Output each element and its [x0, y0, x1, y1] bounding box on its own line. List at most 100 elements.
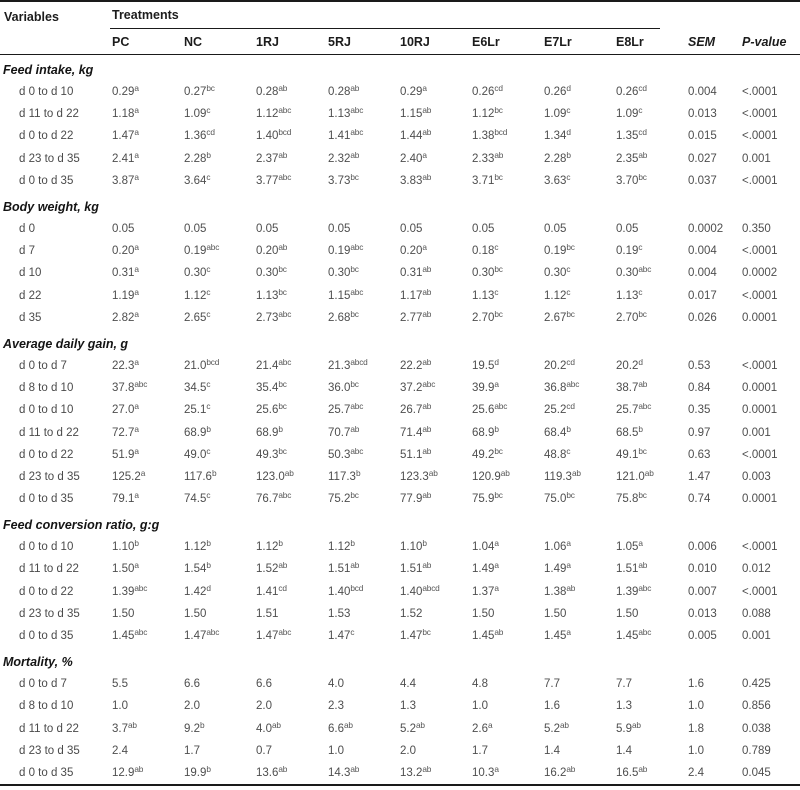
data-cell: 3.83ab — [400, 171, 432, 187]
data-cell: 21.0bcd — [184, 356, 220, 372]
data-cell: 1.12b — [328, 538, 355, 554]
significance-superscript: bc — [566, 308, 575, 319]
significance-superscript: abc — [350, 445, 364, 456]
data-cell: 0.015 — [688, 130, 717, 143]
data-cell: 1.12c — [544, 286, 571, 302]
significance-superscript: a — [134, 308, 139, 319]
significance-superscript: abc — [278, 490, 292, 501]
table-row: d 23 to d 35 2.4 1.7 0.7 1.0 2.0 1.7 1.4 1.4 1.0 0… — [0, 740, 800, 762]
significance-superscript: abc — [206, 242, 220, 253]
data-cell: 3.73bc — [328, 171, 359, 187]
significance-superscript: b — [206, 538, 211, 549]
data-cell: 1.34d — [544, 127, 571, 143]
row-label: d 23 to d 35 — [19, 744, 80, 757]
data-cell: 2.70bc — [472, 308, 503, 324]
data-cell: 0.026 — [688, 311, 717, 324]
significance-superscript: c — [206, 171, 211, 182]
data-cell: 12.9ab — [112, 763, 144, 779]
significance-superscript: a — [422, 242, 427, 253]
row-label: d 0 to d 10 — [19, 86, 74, 99]
significance-superscript: ab — [422, 763, 432, 774]
data-cell: 1.7 — [184, 744, 200, 757]
significance-superscript: cd — [566, 401, 575, 412]
data-cell: 25.7abc — [616, 401, 652, 417]
data-cell: 1.51ab — [328, 560, 360, 576]
data-cell: 0.31a — [112, 264, 139, 280]
significance-superscript: bc — [350, 379, 359, 390]
table-row: d 22 1.19a 1.12c 1.13bc 1.15abc 1.17ab 1.13c 1.… — [0, 285, 800, 307]
significance-superscript: b — [200, 719, 205, 730]
data-cell: 0.05 — [112, 223, 135, 236]
data-cell: 1.13c — [472, 286, 499, 302]
significance-superscript: b — [638, 423, 643, 434]
significance-superscript: bc — [638, 308, 647, 319]
data-cell: 1.51ab — [400, 560, 432, 576]
data-cell: 0.05 — [328, 223, 351, 236]
data-cell: 0.856 — [742, 700, 771, 713]
data-cell: 49.0c — [184, 445, 211, 461]
significance-superscript: ab — [128, 719, 137, 730]
significance-superscript: c — [206, 401, 211, 412]
significance-superscript: bc — [638, 490, 647, 501]
significance-superscript: bc — [638, 171, 647, 182]
data-cell: 1.12b — [256, 538, 283, 554]
data-cell: 16.5ab — [616, 763, 648, 779]
data-cell: 0.63 — [688, 448, 711, 461]
table-row: d 0 to d 10 0.29a 0.27bc 0.28ab 0.28ab 0.29a 0… — [0, 81, 800, 103]
data-cell: 1.47abc — [184, 627, 220, 643]
data-cell: 1.39abc — [616, 582, 652, 598]
data-cell: 0.29a — [400, 83, 427, 99]
section-header: Feed intake, kg — [3, 63, 94, 77]
significance-superscript: c — [494, 286, 499, 297]
significance-superscript: abc — [206, 627, 220, 638]
table-row: d 8 to d 10 37.8abc 34.5c 35.4bc 36.0bc 37.2a… — [0, 377, 800, 399]
data-cell: 38.7ab — [616, 379, 648, 395]
data-cell: 1.6 — [688, 678, 704, 691]
significance-superscript: a — [134, 560, 139, 571]
data-cell: 1.09c — [616, 105, 643, 121]
table-row: d 0 to d 7 5.5 6.6 6.6 4.0 4.4 4.8 7.7 7.7 1.6 0.4… — [0, 673, 800, 695]
data-cell: 2.32ab — [328, 149, 360, 165]
significance-superscript: ab — [350, 83, 360, 94]
significance-superscript: a — [422, 83, 427, 94]
row-label: d 0 to d 35 — [19, 174, 74, 187]
significance-superscript: abc — [134, 627, 148, 638]
data-cell: 0.26cd — [616, 83, 647, 99]
significance-superscript: abc — [350, 242, 364, 253]
data-cell: 0.35 — [688, 404, 711, 417]
data-cell: 1.45abc — [112, 627, 148, 643]
data-cell: 0.789 — [742, 744, 771, 757]
table-row: d 0 to d 10 1.10b 1.12b 1.12b 1.12b 1.10b 1.04… — [0, 536, 800, 558]
row-label: d 0 to d 22 — [19, 130, 74, 143]
data-cell: 25.2cd — [544, 401, 575, 417]
section-header: Mortality, % — [3, 655, 73, 670]
data-cell: 1.45abc — [616, 627, 652, 643]
data-cell: 79.1a — [112, 490, 139, 506]
significance-superscript: ab — [566, 582, 576, 593]
row-label: d 11 to d 22 — [19, 108, 79, 121]
table-row: d 11 to d 22 72.7a 68.9b 68.9b 70.7ab 71.4ab 6… — [0, 421, 800, 443]
data-cell: 14.3ab — [328, 763, 360, 779]
data-cell: 2.70bc — [616, 308, 647, 324]
data-cell: 51.1ab — [400, 445, 432, 461]
significance-superscript: ab — [494, 627, 504, 638]
data-cell: 26.7ab — [400, 401, 432, 417]
data-cell: 1.05a — [616, 538, 643, 554]
significance-superscript: abc — [494, 401, 508, 412]
column-header-1rj: 1RJ — [256, 34, 279, 49]
significance-superscript: c — [638, 105, 643, 116]
data-cell: 1.19a — [112, 286, 139, 302]
data-cell: 1.51ab — [616, 560, 648, 576]
data-cell: 1.0 — [328, 744, 344, 757]
data-cell: 1.13abc — [328, 105, 364, 121]
data-cell: 51.9a — [112, 445, 139, 461]
data-cell: 1.0 — [472, 700, 488, 713]
significance-superscript: a — [494, 379, 499, 390]
data-cell: 75.8bc — [616, 490, 647, 506]
data-cell: <.0001 — [742, 541, 778, 554]
data-cell: 36.8abc — [544, 379, 580, 395]
data-cell: 0.97 — [688, 426, 711, 439]
data-cell: 1.42d — [184, 582, 211, 598]
significance-superscript: abc — [638, 264, 652, 275]
data-cell: 22.2ab — [400, 356, 432, 372]
